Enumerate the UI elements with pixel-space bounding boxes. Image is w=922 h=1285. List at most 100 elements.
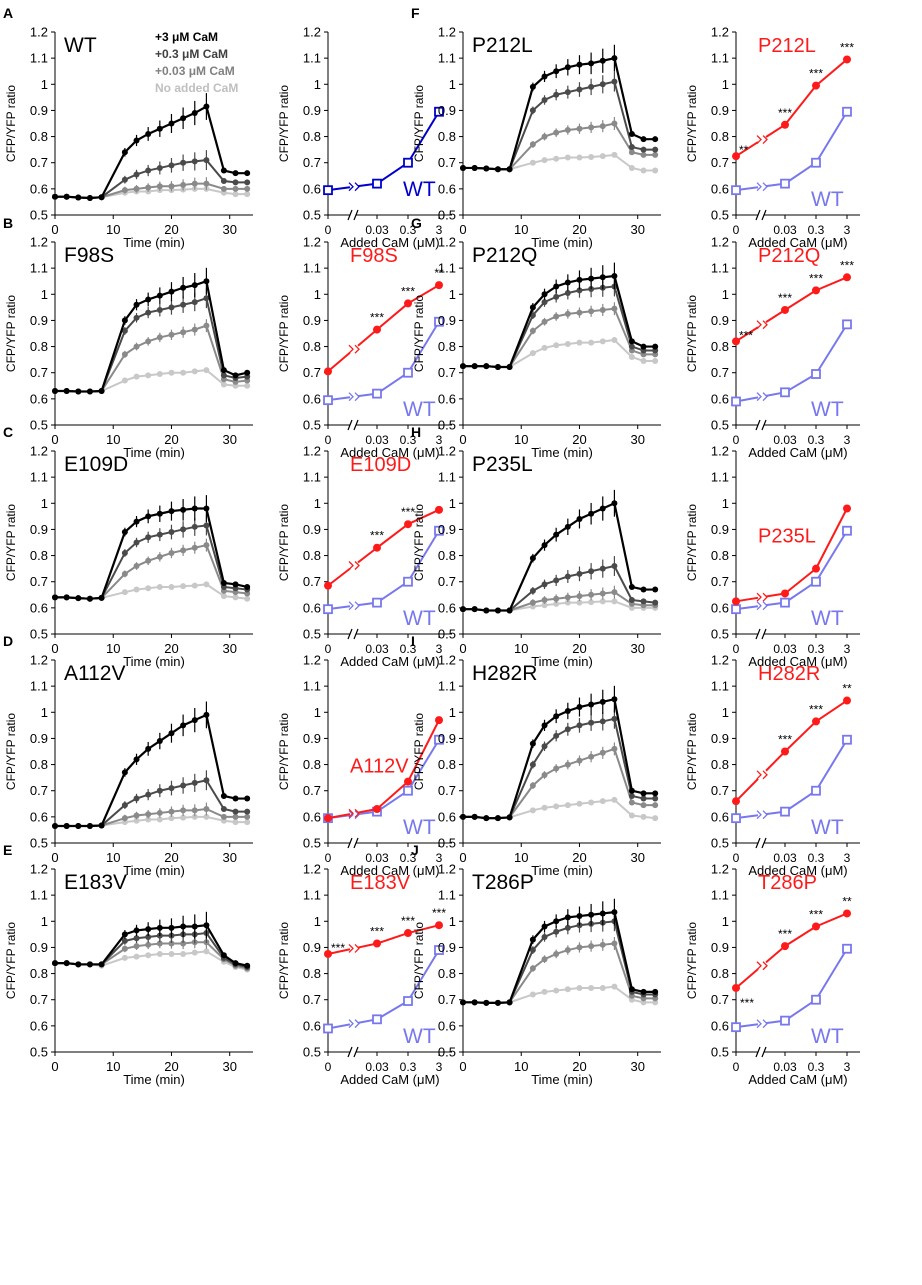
data-point (133, 343, 140, 350)
data-point (145, 130, 152, 137)
x-tick-label: 10 (106, 1059, 120, 1074)
y-tick-label: 1.1 (30, 470, 48, 485)
y-tick-label: 0.9 (30, 103, 48, 118)
y-tick-label: 0.5 (30, 418, 48, 433)
data-point (203, 948, 210, 955)
panel-letter: G (411, 215, 422, 231)
data-point (640, 790, 647, 797)
mutant-series-line (327, 567, 351, 587)
mutant-series-break-mark (348, 943, 360, 953)
data-point (564, 707, 571, 714)
wt-series-point (323, 185, 333, 196)
data-point (168, 583, 175, 590)
data-point (599, 153, 606, 160)
data-point (133, 817, 140, 824)
x-tick-label: 3 (844, 642, 851, 656)
data-point (483, 363, 490, 370)
data-point (529, 807, 536, 814)
data-point (168, 162, 175, 169)
data-point (191, 949, 198, 956)
data-point (541, 299, 548, 306)
data-point (640, 795, 647, 802)
data-point (471, 363, 478, 370)
data-point (529, 740, 536, 747)
series-line-4 (463, 338, 656, 368)
data-point (611, 745, 618, 752)
data-point (576, 125, 583, 132)
x-tick-label: 30 (630, 850, 644, 865)
data-point (180, 923, 187, 930)
y-tick-label: 0.7 (303, 155, 321, 170)
y-tick-label: 0.7 (30, 992, 48, 1007)
y-tick-label: 0.5 (30, 627, 48, 642)
mutant-series-point (812, 81, 820, 90)
data-point (191, 282, 198, 289)
data-point (553, 293, 560, 300)
y-tick-label: 0.5 (303, 627, 321, 642)
y-tick-label: 1 (314, 914, 321, 929)
y-axis-title: CFP/YFP ratio (4, 295, 18, 372)
variant-title: P235L (472, 453, 533, 476)
data-point (168, 529, 175, 536)
data-point (529, 947, 536, 954)
data-point (576, 704, 583, 711)
data-point (86, 195, 93, 202)
x-tick-label: 0 (51, 432, 58, 447)
wt-label: WT (811, 188, 844, 211)
y-tick-label: 0.9 (711, 731, 729, 746)
series-line-4 (463, 600, 656, 612)
y-tick-label: 0.7 (303, 365, 321, 380)
data-point (564, 594, 571, 601)
data-point (553, 577, 560, 584)
y-tick-label: 0.9 (711, 940, 729, 955)
mutant-series-line (327, 351, 351, 373)
data-point (133, 373, 140, 380)
data-point (220, 952, 227, 959)
wt-series-line (784, 998, 817, 1022)
wt-series-point (780, 597, 790, 608)
wt-series-point (434, 316, 444, 327)
x-axis-title: Added CaM (μM) (340, 1072, 439, 1087)
data-point (541, 956, 548, 963)
data-point (599, 798, 606, 805)
data-point (506, 607, 513, 614)
data-point (576, 722, 583, 729)
data-point (460, 363, 466, 370)
y-tick-label: 1 (449, 496, 456, 511)
x-tick-label: 0 (51, 222, 58, 237)
data-point (576, 944, 583, 951)
data-point (63, 388, 70, 395)
data-point (628, 144, 635, 151)
y-tick-label: 0.7 (711, 992, 729, 1007)
series-line-1 (463, 274, 656, 369)
data-point (599, 81, 606, 88)
y-tick-label: 1.1 (711, 470, 729, 485)
mutant-series-line (784, 720, 817, 753)
data-point (244, 179, 251, 186)
wt-series-break-mark (756, 182, 768, 192)
data-point (232, 179, 239, 186)
y-tick-label: 1.2 (303, 862, 321, 877)
y-tick-label: 1.1 (30, 888, 48, 903)
data-point (156, 787, 163, 794)
y-tick-label: 0.6 (438, 181, 456, 196)
x-tick-label: 0 (733, 851, 740, 865)
data-point (232, 185, 239, 192)
data-point (652, 146, 659, 153)
x-axis-title: Added CaM (μM) (748, 1072, 847, 1087)
data-point (168, 730, 175, 737)
data-point (168, 924, 175, 931)
data-point (156, 738, 163, 745)
mutant-series-point (404, 777, 412, 786)
data-point (156, 125, 163, 132)
data-point (564, 947, 571, 954)
data-point (145, 926, 152, 933)
y-axis-title: CFP/YFP ratio (277, 85, 291, 162)
data-point (576, 515, 583, 522)
data-point (145, 952, 152, 959)
y-tick-label: 1.1 (30, 51, 48, 66)
